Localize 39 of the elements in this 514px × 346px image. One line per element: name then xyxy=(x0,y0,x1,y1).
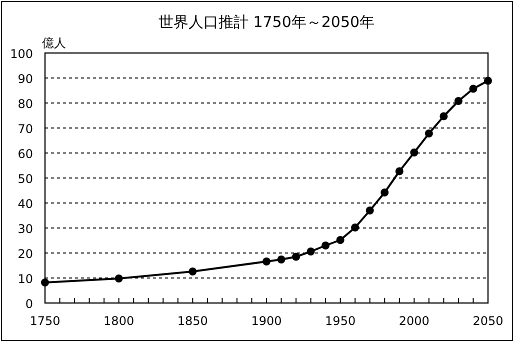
y-tick-label: 20 xyxy=(18,247,33,261)
point xyxy=(351,224,360,232)
x-tick-label: 2000 xyxy=(398,314,430,328)
point xyxy=(188,268,197,276)
point xyxy=(469,84,478,93)
y-tick-label: 90 xyxy=(18,72,33,86)
y-tick-label: 10 xyxy=(18,272,33,286)
x-tick-label: 2050 xyxy=(472,314,504,328)
x-tick-label: 1850 xyxy=(177,314,208,328)
chart-title: 世界人口推計 1750年～2050年 xyxy=(158,13,375,31)
x-tick-label: 1950 xyxy=(325,314,356,328)
point xyxy=(484,76,492,85)
y-tick-label: 100 xyxy=(10,47,33,61)
y-tick-label: 30 xyxy=(18,222,33,236)
point xyxy=(292,252,300,261)
point xyxy=(262,258,270,266)
point xyxy=(454,97,462,105)
point xyxy=(424,130,433,138)
point xyxy=(410,148,418,156)
y-tick-label: 80 xyxy=(18,97,33,111)
y-tick-label: 0 xyxy=(25,297,33,311)
point xyxy=(366,206,374,214)
y-tick-label: 50 xyxy=(18,172,33,186)
x-tick-label: 1900 xyxy=(251,314,282,328)
point xyxy=(336,236,344,244)
y-tick-label: 60 xyxy=(18,147,33,161)
y-tick-label: 40 xyxy=(18,197,33,211)
point xyxy=(277,256,286,264)
y-axis-title: 億人 xyxy=(42,36,66,50)
point xyxy=(114,274,123,282)
point xyxy=(440,112,448,120)
y-tick-label: 70 xyxy=(18,122,33,136)
x-tick-label: 1750 xyxy=(30,314,60,328)
point xyxy=(322,242,330,250)
point xyxy=(380,188,389,196)
point xyxy=(306,248,315,256)
x-tick-label: 1800 xyxy=(104,314,134,328)
point xyxy=(41,278,49,286)
point xyxy=(395,167,404,176)
